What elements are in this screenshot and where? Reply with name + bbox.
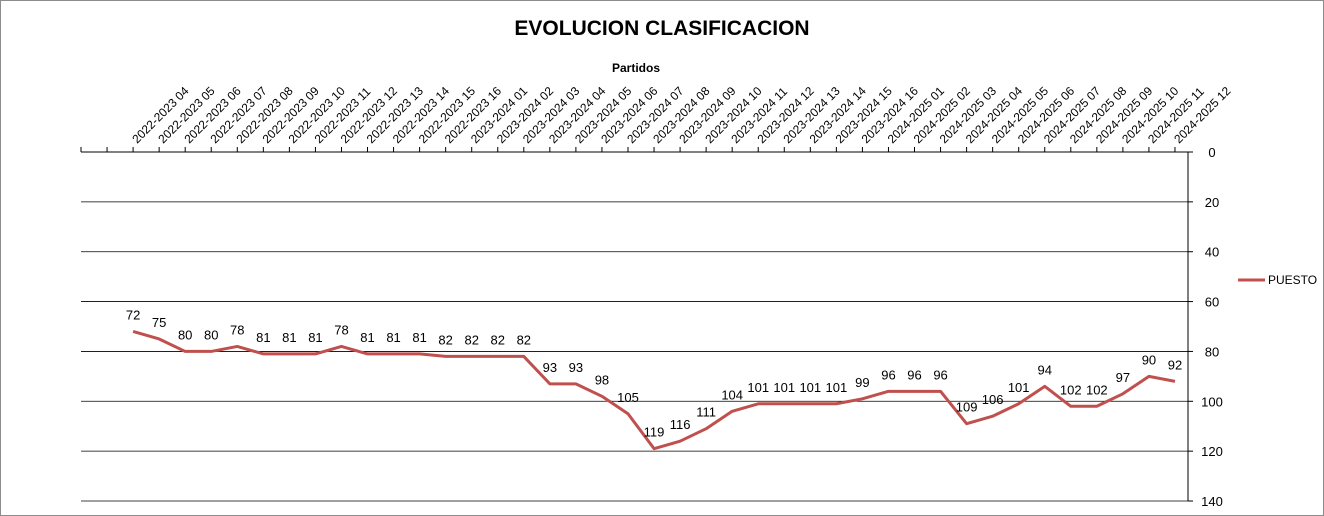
data-label: 90 — [1142, 352, 1156, 367]
data-label: 80 — [204, 327, 218, 342]
data-label: 78 — [230, 322, 244, 337]
data-label: 101 — [799, 380, 821, 395]
data-label: 98 — [595, 372, 609, 387]
data-label: 82 — [491, 332, 505, 347]
data-label: 101 — [1008, 380, 1030, 395]
data-label: 82 — [438, 332, 452, 347]
series-line-puesto — [132, 330, 1176, 451]
data-label: 72 — [126, 307, 140, 322]
y-tick-labels: 0 20 40 60 80 100 120 140 — [1201, 145, 1223, 509]
data-label: 94 — [1038, 362, 1052, 377]
data-label: 102 — [1060, 382, 1082, 397]
y-tick-label: 0 — [1208, 145, 1215, 160]
axes — [80, 147, 1193, 502]
data-label: 82 — [517, 332, 531, 347]
data-label: 96 — [907, 367, 921, 382]
data-label: 81 — [360, 330, 374, 345]
y-tick-label: 20 — [1205, 195, 1219, 210]
data-label: 78 — [334, 322, 348, 337]
y-tick-label: 140 — [1201, 494, 1223, 509]
data-label: 102 — [1086, 382, 1108, 397]
data-label: 101 — [747, 380, 769, 395]
gridlines — [81, 201, 1188, 502]
data-labels: 72 75 80 80 78 81 81 81 78 81 81 81 82 82 82 82 93 93 98 10… — [126, 307, 1182, 439]
data-label: 92 — [1168, 357, 1182, 372]
y-tick-label: 100 — [1201, 394, 1223, 409]
data-label: 99 — [855, 375, 869, 390]
data-label: 105 — [617, 390, 639, 405]
data-label: 81 — [308, 330, 322, 345]
y-tick-label: 80 — [1205, 344, 1219, 359]
y-tick-label: 60 — [1205, 295, 1219, 310]
x-axis-label: Partidos — [612, 61, 660, 75]
data-label: 101 — [773, 380, 795, 395]
data-label: 81 — [282, 330, 296, 345]
data-label: 96 — [933, 367, 947, 382]
data-label: 116 — [670, 417, 691, 432]
data-label: 93 — [543, 360, 557, 375]
data-label: 106 — [982, 392, 1004, 407]
data-label: 81 — [386, 330, 400, 345]
data-label: 104 — [721, 387, 743, 402]
data-label: 96 — [881, 367, 895, 382]
legend-label-puesto: PUESTO — [1268, 273, 1317, 287]
chart-title: EVOLUCION CLASIFICACION — [514, 17, 809, 40]
data-label: 93 — [569, 360, 583, 375]
series-lines — [132, 330, 1176, 451]
data-label: 111 — [696, 405, 716, 420]
data-label: 82 — [464, 332, 478, 347]
data-label: 80 — [178, 327, 192, 342]
y-tick-label: 40 — [1205, 245, 1219, 260]
data-label: 119 — [644, 425, 665, 440]
data-label: 101 — [826, 380, 848, 395]
data-label: 81 — [412, 330, 426, 345]
data-label: 97 — [1116, 370, 1130, 385]
y-tick-label: 120 — [1201, 444, 1223, 459]
data-label: 81 — [256, 330, 270, 345]
data-label: 109 — [956, 400, 978, 415]
legend: PUESTO — [1238, 273, 1317, 287]
data-label: 75 — [152, 315, 166, 330]
